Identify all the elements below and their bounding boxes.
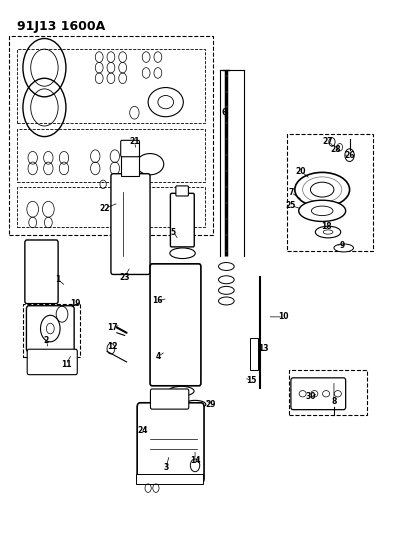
Text: 21: 21 [129,138,139,147]
FancyBboxPatch shape [151,389,189,409]
Text: 9: 9 [339,241,344,250]
Ellipse shape [219,263,234,270]
Text: 13: 13 [258,344,269,353]
FancyBboxPatch shape [137,403,204,483]
Text: 18: 18 [321,222,331,231]
Text: 12: 12 [108,342,118,351]
Text: 11: 11 [61,360,71,369]
Text: 8: 8 [331,397,336,406]
FancyBboxPatch shape [27,349,77,375]
Text: 4: 4 [155,352,160,361]
Text: 17: 17 [108,323,118,332]
Ellipse shape [334,244,353,252]
FancyBboxPatch shape [150,264,201,386]
Text: 26: 26 [344,151,355,160]
Text: 91J13 1600A: 91J13 1600A [17,20,105,33]
FancyBboxPatch shape [23,304,80,357]
Ellipse shape [169,386,194,396]
Text: 2: 2 [44,336,49,345]
Text: 23: 23 [119,272,130,281]
FancyBboxPatch shape [170,193,194,247]
Ellipse shape [219,297,234,305]
Ellipse shape [219,276,234,284]
FancyBboxPatch shape [25,240,58,304]
Text: 14: 14 [190,456,200,465]
Text: 27: 27 [323,138,333,147]
Text: 5: 5 [171,228,176,237]
FancyBboxPatch shape [111,174,150,274]
FancyBboxPatch shape [291,378,346,410]
Text: 10: 10 [278,312,288,321]
FancyBboxPatch shape [176,186,188,196]
Bar [136,474,203,484]
Text: 19: 19 [71,299,81,308]
Text: 30: 30 [305,392,316,401]
Ellipse shape [158,95,173,109]
Text: 1: 1 [56,275,61,284]
FancyBboxPatch shape [121,155,139,176]
Text: 6: 6 [222,108,227,117]
Text: 22: 22 [100,204,110,213]
Text: 3: 3 [163,464,168,472]
FancyBboxPatch shape [121,140,139,157]
Text: 15: 15 [247,376,257,385]
Ellipse shape [170,248,195,259]
Bar [250,338,258,370]
Text: 16: 16 [152,296,163,305]
Text: 7: 7 [288,188,294,197]
Ellipse shape [219,286,234,294]
Ellipse shape [295,172,349,207]
Ellipse shape [184,400,206,408]
Ellipse shape [136,154,164,175]
Text: 29: 29 [205,400,216,409]
Ellipse shape [148,87,183,117]
Text: 28: 28 [331,146,341,155]
Text: 24: 24 [137,426,147,435]
Text: 20: 20 [296,166,306,175]
FancyBboxPatch shape [26,306,74,352]
Ellipse shape [299,200,346,221]
Ellipse shape [315,226,341,238]
Text: 25: 25 [286,201,296,210]
